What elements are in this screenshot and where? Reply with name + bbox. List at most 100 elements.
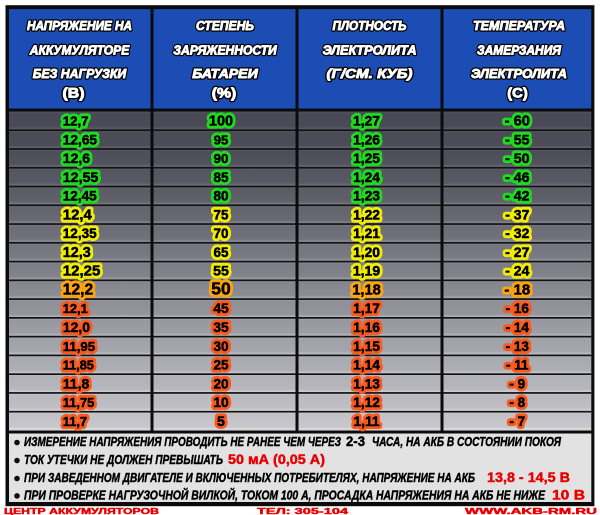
svg-text:12,0: 12,0 — [63, 319, 90, 335]
svg-text:100: 100 — [209, 114, 233, 130]
svg-text:50 мА (0,05 А): 50 мА (0,05 А) — [228, 452, 325, 467]
svg-text:12,35: 12,35 — [63, 226, 97, 241]
svg-text:ЭЛЕКТРОЛИТА: ЭЛЕКТРОЛИТА — [323, 42, 417, 57]
svg-text:90: 90 — [214, 151, 229, 166]
svg-text:БАТАРЕИ: БАТАРЕИ — [192, 66, 258, 81]
svg-text:- 18: - 18 — [504, 281, 530, 298]
svg-text:90: 90 — [214, 151, 229, 166]
svg-text:- 13: - 13 — [506, 339, 530, 354]
svg-text:12,4: 12,4 — [63, 207, 93, 223]
svg-text:1,22: 1,22 — [353, 207, 380, 222]
svg-text:80: 80 — [213, 189, 228, 204]
svg-text:12,2: 12,2 — [63, 281, 94, 298]
svg-text:(%): (%) — [212, 85, 237, 101]
svg-text:30: 30 — [213, 339, 228, 354]
svg-text:100: 100 — [209, 114, 233, 130]
svg-text:- 9: - 9 — [509, 376, 525, 391]
svg-text:1,13: 1,13 — [353, 376, 380, 391]
svg-text:БЕЗ НАГРУЗКИ: БЕЗ НАГРУЗКИ — [33, 66, 127, 81]
svg-text:12,65: 12,65 — [63, 132, 98, 147]
svg-text:- 46: - 46 — [505, 170, 530, 186]
svg-text:- 8: - 8 — [509, 395, 525, 410]
svg-text:12,6: 12,6 — [63, 150, 90, 166]
svg-text:1,25: 1,25 — [353, 151, 380, 166]
svg-text:55: 55 — [213, 264, 229, 280]
svg-text:35: 35 — [213, 320, 229, 335]
svg-text:- 16: - 16 — [506, 301, 530, 316]
svg-text:5: 5 — [217, 414, 225, 430]
svg-text:1,12: 1,12 — [353, 395, 380, 410]
svg-text:12,3: 12,3 — [63, 245, 91, 261]
svg-text:1,18: 1,18 — [352, 282, 381, 298]
svg-text:45: 45 — [213, 301, 229, 316]
svg-text:АККУМУЛЯТОРЕ: АККУМУЛЯТОРЕ — [29, 42, 130, 57]
svg-text:1,26: 1,26 — [353, 132, 380, 147]
svg-text:11,75: 11,75 — [63, 395, 95, 410]
svg-text:13,8 - 14,5 В: 13,8 - 14,5 В — [487, 470, 570, 485]
svg-text:12,4: 12,4 — [63, 207, 93, 223]
svg-text:1,12: 1,12 — [353, 395, 380, 410]
svg-text:ТЕЛ: 305-104: ТЕЛ: 305-104 — [257, 506, 348, 515]
svg-text:50: 50 — [211, 278, 231, 298]
svg-text:12,1: 12,1 — [63, 301, 88, 316]
svg-text:12,7: 12,7 — [63, 114, 89, 129]
svg-text:12,45: 12,45 — [63, 189, 97, 204]
svg-text:11,95: 11,95 — [63, 339, 95, 354]
svg-text:ЧАСА, НА АКБ В СОСТОЯНИИ ПОКОЯ: ЧАСА, НА АКБ В СОСТОЯНИИ ПОКОЯ — [372, 434, 561, 449]
svg-text:- 46: - 46 — [505, 170, 530, 186]
svg-text:12,65: 12,65 — [63, 132, 98, 147]
svg-text:25: 25 — [213, 358, 229, 373]
svg-text:12,45: 12,45 — [63, 189, 97, 204]
svg-text:70: 70 — [214, 226, 229, 241]
svg-text:10: 10 — [213, 395, 229, 410]
svg-text:75: 75 — [214, 207, 229, 222]
svg-text:- 9: - 9 — [509, 376, 525, 391]
svg-text:1,16: 1,16 — [353, 320, 380, 335]
svg-text:- 24: - 24 — [505, 263, 529, 279]
svg-text:ТЕМПЕРАТУРА: ТЕМПЕРАТУРА — [473, 18, 565, 33]
svg-text:- 27: - 27 — [505, 244, 529, 260]
svg-text:1,14: 1,14 — [353, 358, 380, 373]
svg-text:50: 50 — [211, 278, 231, 298]
svg-text:65: 65 — [214, 245, 229, 260]
svg-text:- 14: - 14 — [506, 320, 530, 335]
svg-text:45: 45 — [213, 301, 229, 316]
svg-text:1,26: 1,26 — [353, 132, 380, 147]
svg-text:80: 80 — [213, 189, 228, 204]
svg-text:1,24: 1,24 — [353, 170, 380, 185]
svg-text:ЭЛЕКТРОЛИТА: ЭЛЕКТРОЛИТА — [471, 66, 567, 81]
svg-text:НАПРЯЖЕНИЕ НА: НАПРЯЖЕНИЕ НА — [27, 18, 132, 33]
svg-text:55: 55 — [213, 264, 229, 280]
svg-text:1,22: 1,22 — [353, 207, 380, 222]
svg-text:1,15: 1,15 — [353, 339, 380, 354]
svg-text:11,95: 11,95 — [63, 339, 95, 354]
svg-text:1,18: 1,18 — [352, 282, 381, 298]
svg-text:1,11: 1,11 — [353, 414, 379, 429]
svg-text:1,11: 1,11 — [353, 414, 379, 429]
svg-text:ЗАМЕРЗАНИЯ: ЗАМЕРЗАНИЯ — [477, 42, 561, 57]
svg-text:11,7: 11,7 — [63, 414, 87, 429]
svg-text:11,7: 11,7 — [63, 414, 87, 429]
svg-text:10: 10 — [213, 395, 229, 410]
svg-text:СТЕПЕНЬ: СТЕПЕНЬ — [196, 18, 254, 33]
svg-text:1,27: 1,27 — [353, 113, 380, 129]
svg-text:1,15: 1,15 — [353, 339, 380, 354]
svg-text:(С): (С) — [507, 85, 528, 101]
svg-text:АККУМУЛЯТОРЕ: АККУМУЛЯТОРЕ — [29, 42, 130, 57]
svg-text:- 32: - 32 — [505, 225, 529, 241]
svg-text:1,23: 1,23 — [353, 189, 380, 204]
svg-text:95: 95 — [214, 132, 229, 147]
svg-text:12,3: 12,3 — [63, 245, 91, 261]
svg-text:- 7: - 7 — [509, 414, 525, 429]
svg-text:- 18: - 18 — [504, 281, 530, 298]
svg-text:2-3: 2-3 — [346, 433, 365, 449]
svg-text:12,6: 12,6 — [63, 150, 90, 166]
svg-text:12,2: 12,2 — [63, 281, 94, 298]
svg-text:- 42: - 42 — [505, 189, 530, 205]
svg-text:- 16: - 16 — [506, 301, 530, 316]
svg-text:1,25: 1,25 — [353, 151, 380, 166]
svg-text:- 37: - 37 — [505, 206, 529, 222]
svg-text:- 60: - 60 — [505, 114, 530, 130]
svg-text:(Г/СМ. КУБ): (Г/СМ. КУБ) — [327, 66, 413, 81]
svg-text:ЗАМЕРЗАНИЯ: ЗАМЕРЗАНИЯ — [477, 42, 561, 57]
